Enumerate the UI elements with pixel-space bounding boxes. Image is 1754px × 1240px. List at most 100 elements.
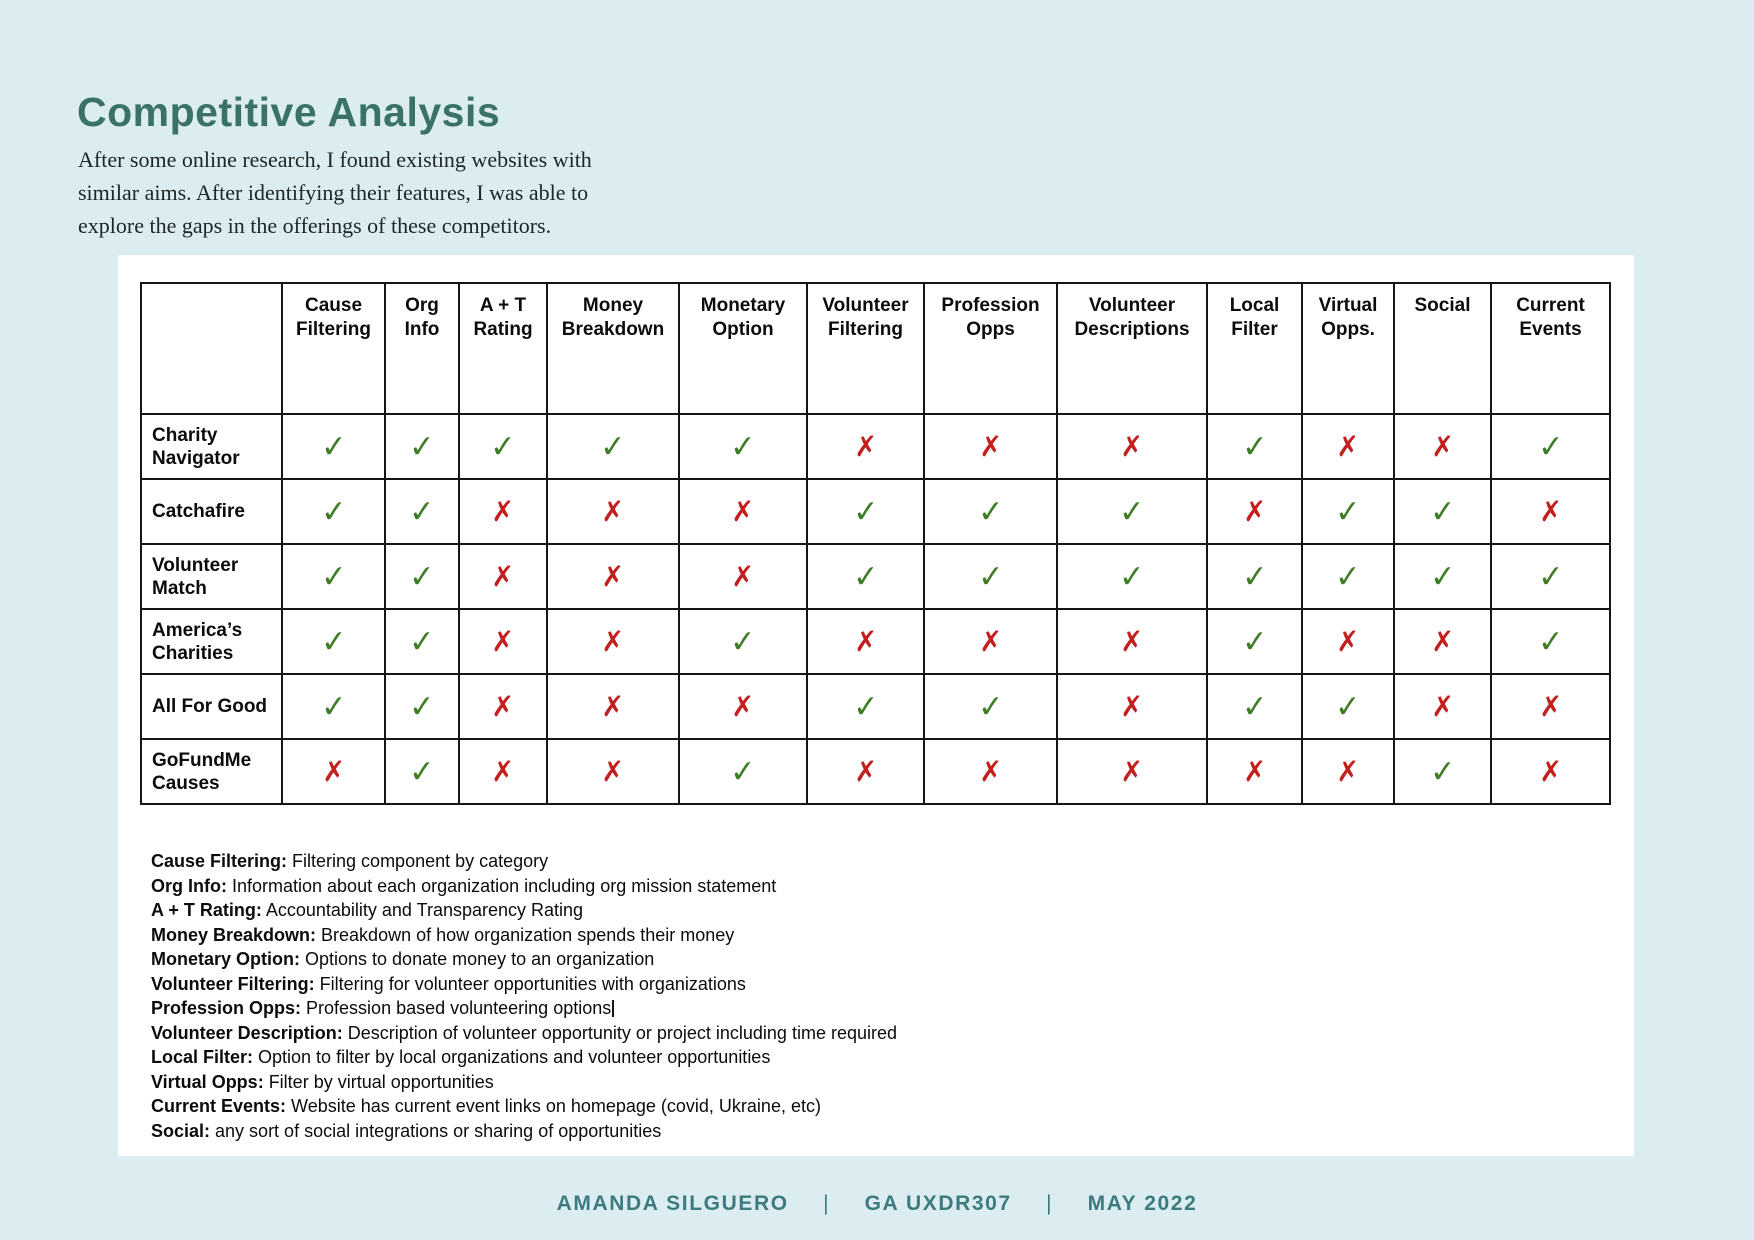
- feature-cell: ✓: [1490, 608, 1611, 675]
- feature-cell: ✗: [678, 543, 808, 610]
- feature-cell: ✗: [1206, 478, 1303, 545]
- check-icon: ✓: [1428, 752, 1457, 791]
- feature-cell: ✓: [384, 738, 460, 805]
- cross-icon: ✗: [1430, 689, 1455, 724]
- cross-icon: ✗: [321, 754, 346, 789]
- glossary-definition: Option to filter by local organizations …: [253, 1047, 771, 1067]
- feature-cell: ✓: [546, 413, 680, 480]
- cross-icon: ✗: [1242, 494, 1267, 529]
- feature-cell: ✓: [678, 738, 808, 805]
- cross-icon: ✗: [730, 689, 756, 724]
- feature-cell: ✓: [1206, 543, 1303, 610]
- check-icon: ✓: [851, 557, 880, 596]
- glossary-entry: Money Breakdown: Breakdown of how organi…: [151, 923, 941, 948]
- check-icon: ✓: [1334, 557, 1362, 596]
- column-header: Volunteer Descriptions: [1056, 282, 1208, 415]
- feature-cell: ✗: [546, 673, 680, 740]
- feature-cell: ✗: [546, 478, 680, 545]
- feature-cell: ✓: [1393, 478, 1492, 545]
- feature-cell: ✓: [1206, 673, 1303, 740]
- feature-cell: ✗: [546, 738, 680, 805]
- feature-cell: ✗: [1056, 608, 1208, 675]
- cross-icon: ✗: [1538, 689, 1563, 724]
- feature-cell: ✗: [678, 673, 808, 740]
- cross-icon: ✗: [600, 689, 626, 724]
- table-row: America’s Charities ✓ ✓ ✗ ✗ ✓ ✗ ✗ ✗ ✓ ✗ ✗ ✓: [140, 608, 1611, 675]
- feature-cell: ✗: [458, 673, 548, 740]
- cross-icon: ✗: [490, 754, 516, 789]
- glossary-entry: Monetary Option: Options to donate money…: [151, 947, 941, 972]
- feature-cell: ✗: [1056, 738, 1208, 805]
- check-icon: ✓: [599, 427, 627, 466]
- cross-icon: ✗: [1119, 624, 1145, 659]
- glossary-term: Volunteer Description:: [151, 1022, 343, 1043]
- cross-icon: ✗: [1119, 689, 1145, 724]
- cross-icon: ✗: [1242, 754, 1267, 789]
- feature-cell: ✗: [281, 738, 386, 805]
- column-header: Volunteer Filtering: [806, 282, 925, 415]
- feature-cell: ✗: [1393, 673, 1492, 740]
- check-icon: ✓: [319, 687, 348, 726]
- feature-cell: ✓: [1393, 738, 1492, 805]
- feature-cell: ✓: [1056, 543, 1208, 610]
- check-icon: ✓: [729, 622, 757, 661]
- glossary-entry: Virtual Opps: Filter by virtual opportun…: [151, 1070, 941, 1095]
- glossary-entry: Current Events: Website has current even…: [151, 1094, 941, 1119]
- intro-paragraph: After some online research, I found exis…: [78, 143, 592, 242]
- cross-icon: ✗: [600, 559, 626, 594]
- feature-cell: ✓: [281, 478, 386, 545]
- competitor-name: America’s Charities: [140, 608, 283, 675]
- check-icon: ✓: [851, 687, 880, 726]
- check-icon: ✓: [1240, 557, 1269, 596]
- feature-cell: ✗: [546, 543, 680, 610]
- feature-glossary: Cause Filtering: Filtering component by …: [151, 849, 941, 1143]
- cross-icon: ✗: [490, 689, 516, 724]
- feature-cell: ✗: [1056, 413, 1208, 480]
- feature-cell: ✓: [1490, 413, 1611, 480]
- glossary-definition: Profession based volunteering options: [301, 998, 612, 1018]
- footer-separator: |: [823, 1192, 831, 1215]
- check-icon: ✓: [976, 687, 1005, 726]
- cross-icon: ✗: [1430, 429, 1455, 464]
- column-header: Org Info: [384, 282, 460, 415]
- glossary-definition: Filtering component by category: [287, 851, 549, 871]
- check-icon: ✓: [408, 622, 436, 661]
- intro-line: explore the gaps in the offerings of the…: [78, 213, 552, 238]
- feature-cell: ✓: [1206, 608, 1303, 675]
- feature-cell: ✗: [1301, 738, 1395, 805]
- check-icon: ✓: [489, 427, 517, 466]
- check-icon: ✓: [976, 557, 1005, 596]
- feature-cell: ✓: [281, 608, 386, 675]
- feature-cell: ✓: [1206, 413, 1303, 480]
- glossary-entry: Cause Filtering: Filtering component by …: [151, 849, 941, 874]
- table-row: Catchafire ✓ ✓ ✗ ✗ ✗ ✓ ✓ ✓ ✗ ✓ ✓ ✗: [140, 478, 1611, 545]
- glossary-entry: Org Info: Information about each organiz…: [151, 874, 941, 899]
- glossary-term: A + T Rating:: [151, 900, 262, 920]
- feature-cell: ✗: [458, 608, 548, 675]
- cross-icon: ✗: [1119, 429, 1145, 464]
- cross-icon: ✗: [600, 494, 626, 529]
- feature-cell: ✓: [1301, 673, 1395, 740]
- column-header: Monetary Option: [678, 282, 808, 415]
- feature-cell: ✓: [923, 478, 1058, 545]
- footer-separator: |: [1046, 1192, 1054, 1215]
- column-header: A + T Rating: [458, 282, 548, 415]
- glossary-term: Money Breakdown:: [151, 924, 317, 945]
- check-icon: ✓: [1428, 492, 1457, 531]
- column-header: Local Filter: [1206, 282, 1303, 415]
- feature-cell: ✗: [1206, 738, 1303, 805]
- column-header: Cause Filtering: [281, 282, 386, 415]
- check-icon: ✓: [729, 427, 757, 466]
- glossary-term: Local Filter:: [151, 1047, 254, 1067]
- check-icon: ✓: [408, 752, 436, 791]
- text-caret: [612, 1000, 615, 1017]
- check-icon: ✓: [851, 492, 880, 531]
- glossary-definition: Accountability and Transparency Rating: [261, 900, 584, 920]
- feature-cell: ✓: [678, 608, 808, 675]
- cross-icon: ✗: [853, 754, 878, 789]
- feature-cell: ✗: [458, 543, 548, 610]
- glossary-definition: Filtering for volunteer opportunities wi…: [314, 973, 746, 994]
- table-row: Volunteer Match ✓ ✓ ✗ ✗ ✗ ✓ ✓ ✓ ✓ ✓ ✓ ✓: [140, 543, 1611, 610]
- glossary-definition: Website has current event links on homep…: [286, 1096, 821, 1116]
- glossary-term: Volunteer Filtering:: [151, 973, 315, 994]
